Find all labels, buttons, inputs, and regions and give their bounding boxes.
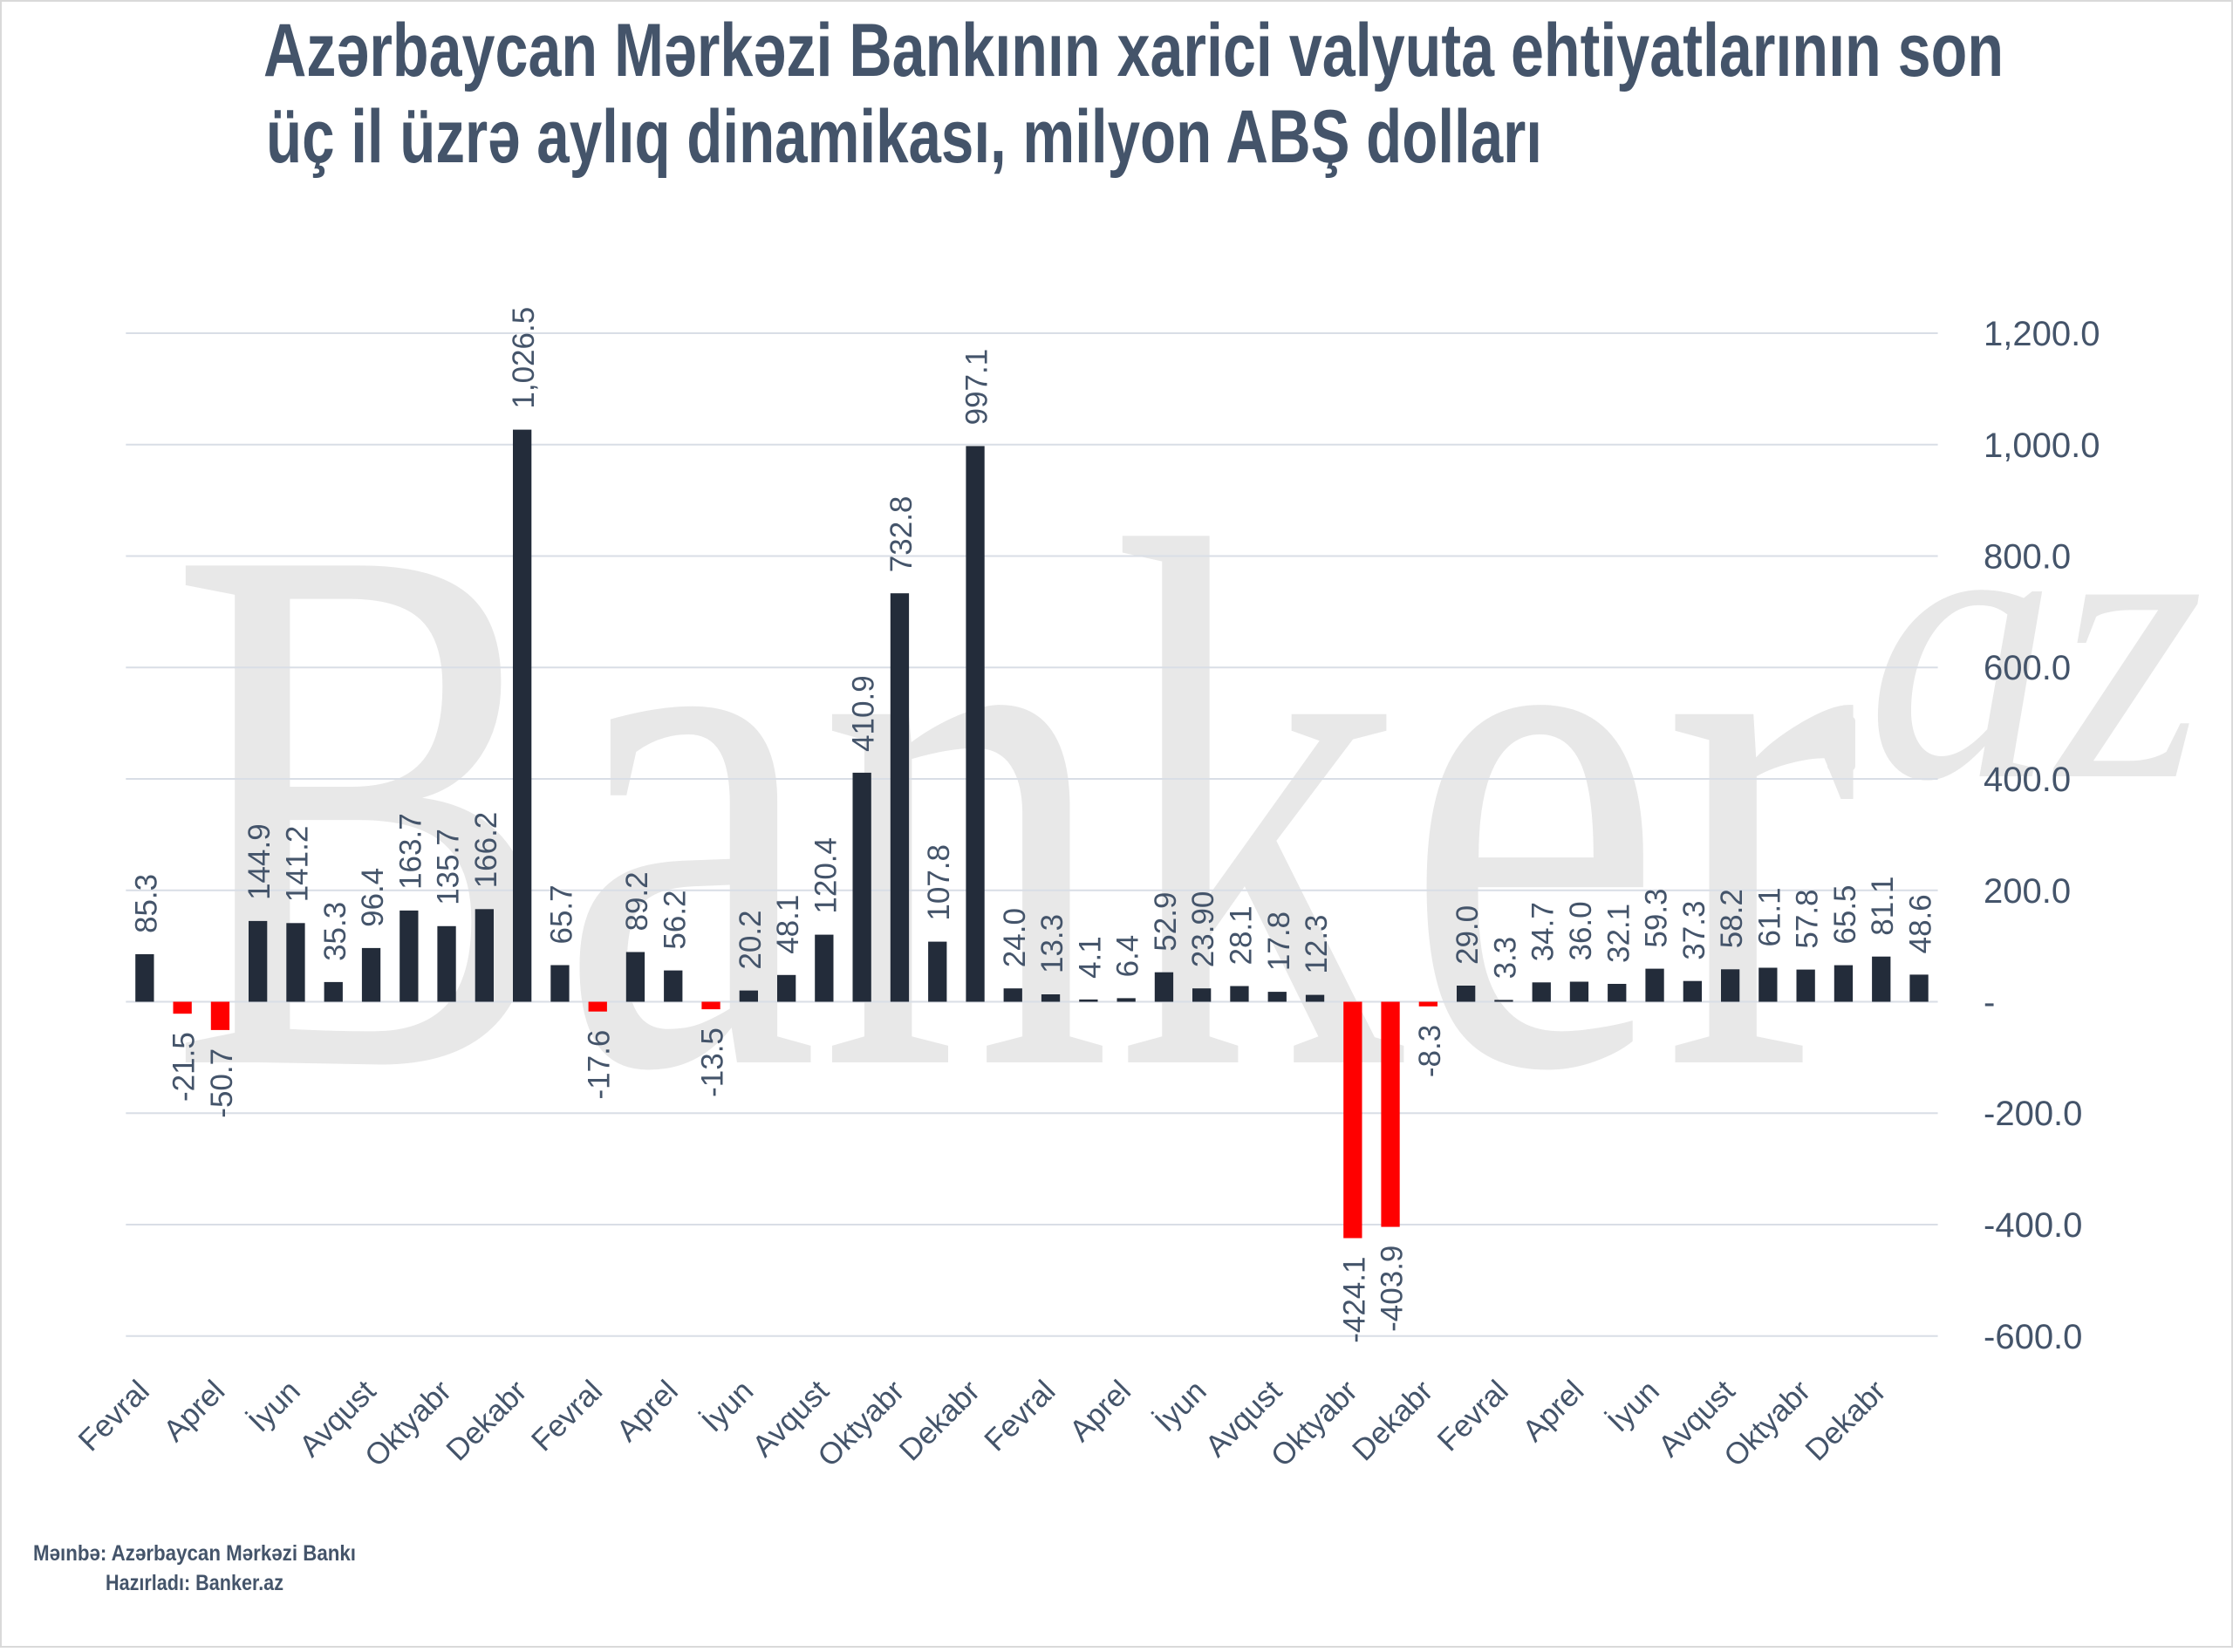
svg-text:-400.0: -400.0 — [1984, 1206, 2082, 1245]
svg-text:57.8: 57.8 — [1791, 889, 1825, 948]
svg-text:17.8: 17.8 — [1262, 911, 1296, 971]
svg-text:35.3: 35.3 — [318, 902, 352, 961]
svg-text:135.7: 135.7 — [432, 829, 466, 905]
svg-text:96.4: 96.4 — [356, 868, 390, 927]
svg-text:-424.1: -424.1 — [1337, 1257, 1371, 1343]
svg-text:107.8: 107.8 — [922, 844, 956, 921]
svg-text:-8.3: -8.3 — [1413, 1025, 1447, 1077]
svg-text:81.1: 81.1 — [1866, 877, 1900, 936]
svg-text:800.0: 800.0 — [1984, 538, 2071, 577]
svg-text:52.9: 52.9 — [1149, 892, 1183, 952]
svg-text:400.0: 400.0 — [1984, 761, 2071, 799]
svg-text:1,000.0: 1,000.0 — [1984, 427, 2100, 465]
svg-text:23.90: 23.90 — [1186, 891, 1220, 968]
svg-text:4.1: 4.1 — [1073, 936, 1107, 979]
svg-text:120.4: 120.4 — [809, 837, 843, 914]
svg-text:163.7: 163.7 — [393, 813, 427, 890]
svg-text:144.9: 144.9 — [242, 823, 277, 900]
svg-text:Məınbə: Azərbaycan Mərkəzi Ban: Məınbə: Azərbaycan Mərkəzi Bankı — [33, 1541, 356, 1566]
svg-text:1,026.5: 1,026.5 — [507, 307, 541, 409]
svg-text:65.5: 65.5 — [1828, 884, 1862, 944]
svg-text:37.3: 37.3 — [1677, 901, 1711, 960]
svg-text:6.4: 6.4 — [1111, 935, 1145, 978]
svg-text:36.0: 36.0 — [1564, 901, 1598, 960]
svg-text:-: - — [1984, 984, 1995, 1022]
svg-text:34.7: 34.7 — [1526, 902, 1560, 961]
svg-text:üç il üzrə aylıq dinamikası, m: üç il üzrə aylıq dinamikası, milyon ABŞ … — [266, 95, 1542, 179]
svg-text:997.1: 997.1 — [960, 349, 994, 426]
svg-text:Azərbaycan Mərkəzi Bankının xa: Azərbaycan Mərkəzi Bankının xarici valyu… — [263, 9, 2004, 92]
svg-text:-50.7: -50.7 — [205, 1048, 239, 1118]
svg-text:-200.0: -200.0 — [1984, 1095, 2082, 1133]
svg-text:56.2: 56.2 — [658, 890, 692, 949]
svg-text:az: az — [1867, 425, 2204, 863]
svg-text:13.3: 13.3 — [1035, 914, 1069, 973]
svg-text:28.1: 28.1 — [1225, 905, 1259, 965]
svg-text:Hazırladı: Banker.az: Hazırladı: Banker.az — [106, 1571, 283, 1595]
svg-text:20.2: 20.2 — [734, 910, 768, 969]
svg-text:600.0: 600.0 — [1984, 649, 2071, 687]
svg-text:732.8: 732.8 — [884, 496, 918, 573]
svg-text:Banker: Banker — [169, 387, 1859, 1227]
svg-text:85.3: 85.3 — [129, 874, 163, 933]
svg-text:-21.5: -21.5 — [167, 1032, 201, 1102]
svg-text:410.9: 410.9 — [847, 675, 881, 752]
svg-text:89.2: 89.2 — [620, 871, 654, 931]
svg-text:29.0: 29.0 — [1451, 905, 1485, 965]
svg-text:32.1: 32.1 — [1601, 904, 1635, 963]
svg-text:48.6: 48.6 — [1904, 894, 1938, 953]
svg-text:166.2: 166.2 — [469, 812, 503, 889]
svg-text:59.3: 59.3 — [1640, 888, 1674, 947]
svg-text:-600.0: -600.0 — [1984, 1318, 2082, 1356]
svg-text:-403.9: -403.9 — [1376, 1246, 1410, 1332]
svg-text:3.3: 3.3 — [1488, 937, 1522, 980]
svg-text:141.2: 141.2 — [281, 826, 315, 903]
svg-text:-13.5: -13.5 — [696, 1027, 730, 1097]
svg-text:200.0: 200.0 — [1984, 872, 2071, 911]
svg-text:61.1: 61.1 — [1752, 887, 1786, 946]
svg-text:65.7: 65.7 — [544, 884, 578, 944]
svg-text:48.1: 48.1 — [771, 895, 805, 954]
svg-text:1,200.0: 1,200.0 — [1984, 315, 2100, 353]
svg-text:12.3: 12.3 — [1300, 914, 1334, 973]
svg-text:-17.6: -17.6 — [583, 1030, 617, 1100]
svg-text:24.0: 24.0 — [998, 908, 1032, 967]
svg-text:58.2: 58.2 — [1715, 889, 1749, 948]
